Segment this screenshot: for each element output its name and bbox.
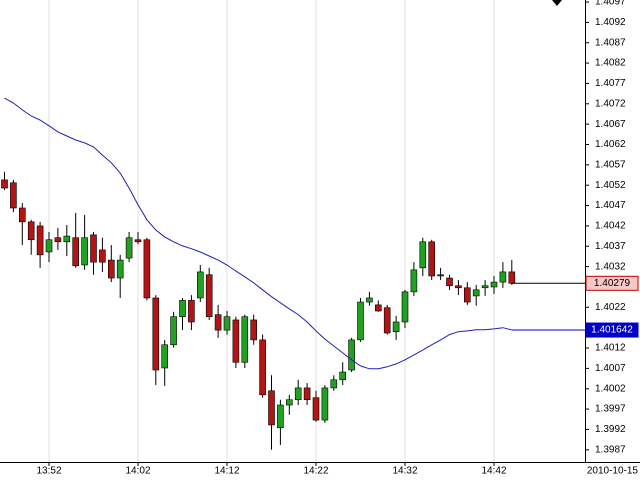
price-marker-box (585, 322, 639, 338)
candle-body (374, 304, 382, 312)
candle-body (259, 339, 266, 396)
y-tick-label: 1.4012 (595, 343, 626, 354)
price-marker-box (585, 275, 639, 291)
y-tick-label: 1.4047 (595, 200, 626, 211)
candle-body (499, 271, 507, 283)
y-tick-label: 1.4032 (595, 261, 626, 272)
moving-average-line (4, 97, 512, 370)
y-tick-label: 1.4052 (595, 180, 626, 191)
candle-body (312, 397, 320, 421)
candle-body (108, 259, 115, 279)
candle-body (214, 314, 222, 331)
y-tick-label: 1.4057 (595, 159, 626, 170)
x-tick-label: 14:12 (214, 466, 239, 477)
candle-body (250, 319, 257, 341)
candle-body (463, 287, 471, 303)
candle-body (410, 269, 418, 293)
candle-body (330, 379, 338, 389)
candle-body (10, 182, 17, 209)
grid (48, 0, 495, 462)
y-tick-label: 1.3997 (595, 404, 626, 415)
candle-body (481, 285, 489, 289)
candle-body (90, 234, 97, 263)
candle-body (63, 235, 71, 243)
candle-body (134, 239, 142, 243)
candle-body (116, 259, 124, 279)
price-marker-label: 1.401642 (591, 325, 633, 336)
candle-body (81, 237, 88, 266)
y-tick-label: 1.4007 (595, 363, 626, 374)
candle-body (392, 321, 400, 333)
candle-body (54, 237, 62, 243)
axes: 1.3987 1.3992 1.3997 1.4002 1.4007 1.4012 1.40… (36, 0, 639, 477)
candle-body (446, 277, 453, 287)
candle-body (188, 300, 195, 323)
x-tick-label: 14:02 (125, 466, 150, 477)
y-tick-label: 1.4062 (595, 139, 626, 150)
candle-body (472, 289, 480, 297)
candle-body (294, 387, 302, 401)
candle-body (241, 316, 249, 363)
y-tick-label: 1.4072 (595, 98, 626, 109)
y-tick-label: 1.3987 (595, 444, 626, 455)
candle-body (490, 281, 498, 288)
x-tick-label: 14:22 (303, 466, 328, 477)
candle-body (428, 241, 436, 277)
candle-body (205, 274, 213, 317)
x-tick-label: 13:52 (36, 466, 61, 477)
candle-body (339, 371, 347, 381)
candle-body (18, 207, 26, 223)
candle-body (152, 297, 160, 371)
candle-body (179, 300, 186, 317)
candle-body (125, 237, 133, 259)
y-tick-label: 1.4042 (595, 221, 626, 232)
candle-body (419, 241, 427, 269)
date-label: 2010-10-15 (587, 466, 639, 477)
candle-body (455, 285, 462, 289)
plot-area (1, 97, 585, 450)
candle-body (223, 316, 231, 331)
price-marker-label: 1.40279 (594, 278, 631, 289)
candle-body (321, 387, 329, 421)
x-tick-label: 14:32 (392, 466, 417, 477)
candle-body (285, 399, 293, 406)
candle-body (36, 225, 44, 256)
candle-body (268, 390, 275, 426)
y-tick-label: 1.4067 (595, 119, 626, 130)
y-tick-label: 1.4087 (595, 37, 626, 48)
y-tick-label: 1.4037 (595, 241, 626, 252)
candle-body (437, 274, 444, 277)
y-tick-label: 1.4092 (595, 17, 626, 28)
y-tick-label: 1.4097 (595, 0, 626, 8)
candle-body (45, 239, 53, 253)
candle-body (232, 319, 240, 363)
y-tick-label: 1.3992 (595, 424, 626, 435)
candle-body (72, 237, 79, 267)
candle-body (383, 307, 391, 334)
candle-body (508, 271, 516, 284)
candle-body (366, 297, 373, 303)
candle-body (99, 249, 106, 263)
candle-body (357, 301, 364, 341)
y-tick-label: 1.4082 (595, 58, 626, 69)
shift-marker (552, 0, 562, 6)
candle-body (1, 179, 8, 189)
candle-body (277, 404, 284, 429)
y-tick-label: 1.4002 (595, 383, 626, 394)
candle-body (401, 291, 409, 323)
y-tick-label: 1.4022 (595, 302, 626, 313)
candle-body (27, 221, 35, 241)
y-tick-label: 1.4077 (595, 78, 626, 89)
candle-body (143, 239, 151, 299)
x-tick-label: 14:42 (481, 466, 506, 477)
candle-body (348, 339, 355, 371)
candle-body (303, 387, 311, 401)
candle-body (161, 344, 168, 369)
candle-body (170, 316, 177, 346)
candle-body (197, 271, 204, 299)
